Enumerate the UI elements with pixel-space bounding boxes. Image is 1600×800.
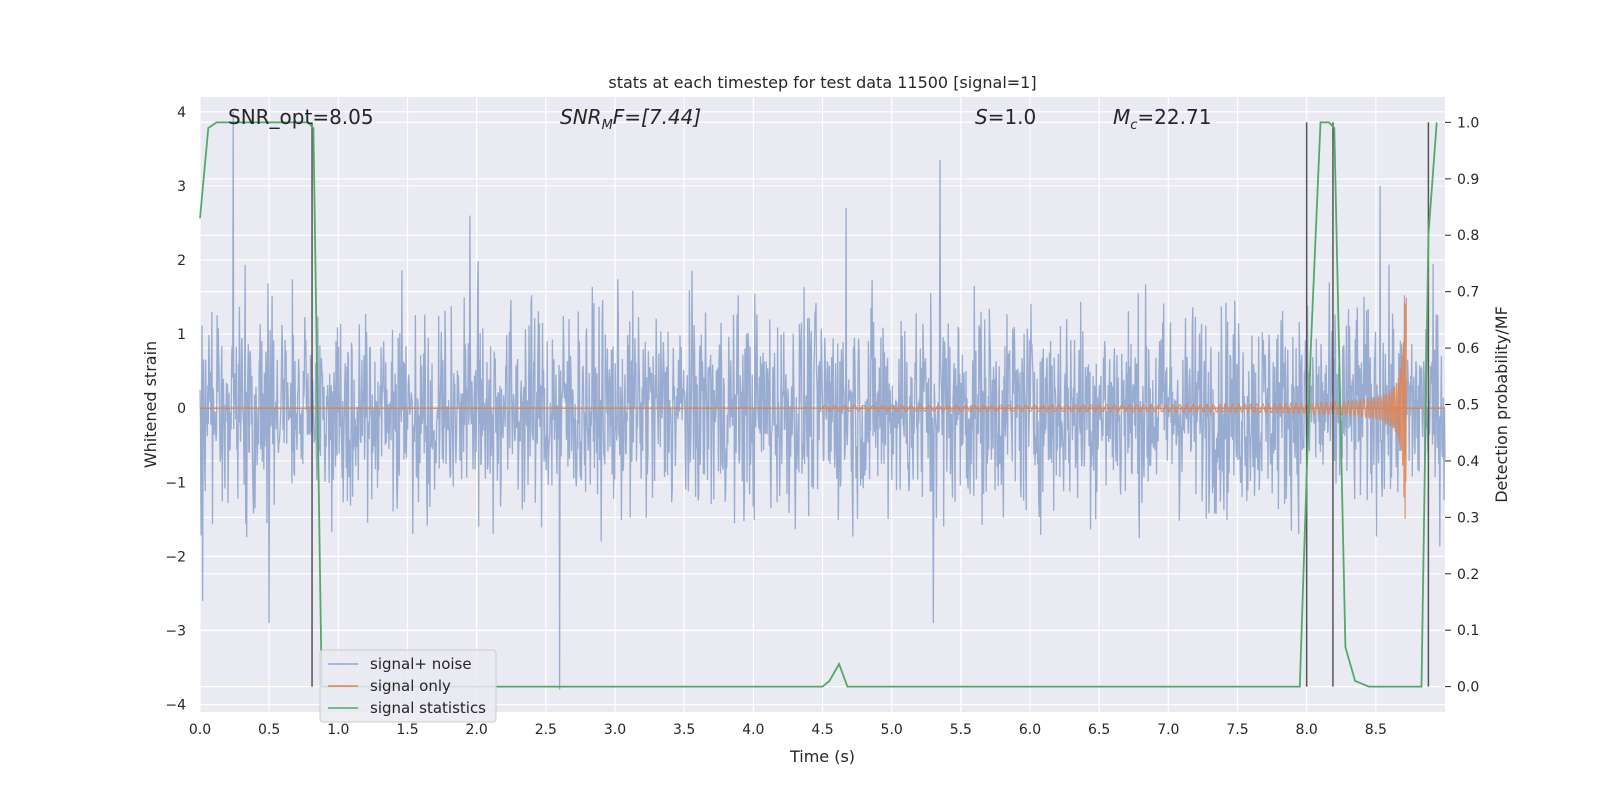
annotation-snr-opt: SNR_opt=8.05 bbox=[228, 105, 374, 129]
y2-tick-labels: 1.0 0.9 0.8 0.7 0.6 0.5 0.4 0.3 0.2 0.1 0.0 bbox=[1445, 115, 1479, 696]
annotation-s-main: S bbox=[975, 105, 988, 129]
statistics-line bbox=[199, 121, 1438, 688]
x-tick-label: 4.0 bbox=[742, 722, 764, 738]
y-tick-label: −3 bbox=[165, 623, 186, 639]
x-tick-label: 4.5 bbox=[811, 722, 833, 738]
vertical-marker-lines bbox=[311, 122, 1430, 687]
y-tick-labels: 4 3 2 1 0 −1 −2 −3 −4 bbox=[165, 105, 186, 714]
y2-tick-label: 0.8 bbox=[1457, 228, 1479, 244]
annotation-snr-mf-rest: F=[7.44] bbox=[613, 105, 701, 129]
x-tick-label: 8.0 bbox=[1296, 722, 1318, 738]
y2-tick-label: 0.7 bbox=[1457, 285, 1479, 301]
x-tick-label: 7.5 bbox=[1226, 722, 1248, 738]
annotation-mc-main: M bbox=[1113, 105, 1130, 129]
annotation-mc-rest: =22.71 bbox=[1137, 105, 1211, 129]
legend-box bbox=[319, 649, 497, 723]
y-axis-label: Whitened strain bbox=[141, 341, 160, 468]
x-tick-label: 6.5 bbox=[1088, 722, 1110, 738]
x-tick-label: 6.0 bbox=[1019, 722, 1041, 738]
legend-label-signal-only: signal only bbox=[370, 677, 451, 695]
annotation-s-rest: =1.0 bbox=[988, 105, 1037, 129]
x-tick-label: 0.0 bbox=[189, 722, 211, 738]
y2-tick-label: 0.0 bbox=[1457, 680, 1479, 696]
y-tick-label: −1 bbox=[165, 475, 186, 491]
x-tick-label: 0.5 bbox=[258, 722, 280, 738]
annotation-snr-mf-sub: M bbox=[602, 118, 613, 133]
annotation-snr-mf-main: SNR bbox=[560, 105, 602, 129]
x-tick-labels: 0.0 0.5 1.0 1.5 2.0 2.5 3.0 3.5 4.0 4.5 5.0 5.5 6.0 6… bbox=[189, 722, 1387, 738]
y2-tick-label: 0.3 bbox=[1457, 510, 1479, 526]
x-tick-label: 3.0 bbox=[604, 722, 626, 738]
legend-label-signal-statistics: signal statistics bbox=[370, 699, 486, 717]
series-signal-statistics bbox=[199, 121, 1438, 688]
legend: signal+ noise signal only signal statist… bbox=[319, 649, 497, 723]
y-tick-label: 3 bbox=[177, 179, 186, 195]
y2-tick-label: 1.0 bbox=[1457, 115, 1479, 131]
y2-tick-label: 0.4 bbox=[1457, 454, 1479, 470]
y2-tick-label: 0.9 bbox=[1457, 172, 1479, 188]
y-tick-label: −2 bbox=[165, 549, 186, 565]
y2-tick-label: 0.5 bbox=[1457, 398, 1479, 414]
y2-axis-label: Detection probability/MF bbox=[1492, 306, 1511, 503]
x-tick-label: 3.5 bbox=[673, 722, 695, 738]
y2-tick-label: 0.1 bbox=[1457, 623, 1479, 639]
y-tick-label: 1 bbox=[177, 327, 186, 343]
annotation-s: S=1.0 bbox=[975, 105, 1036, 129]
x-tick-label: 1.0 bbox=[327, 722, 349, 738]
y2-tick-label: 0.2 bbox=[1457, 567, 1479, 583]
legend-label-signal-plus-noise: signal+ noise bbox=[370, 655, 472, 673]
y2-tick-label: 0.6 bbox=[1457, 341, 1479, 357]
y-tick-label: −4 bbox=[165, 698, 186, 714]
annotation-mc: Mc=22.71 bbox=[1113, 105, 1211, 133]
x-tick-label: 5.0 bbox=[881, 722, 903, 738]
y-tick-label: 4 bbox=[177, 105, 186, 121]
x-tick-label: 8.5 bbox=[1365, 722, 1387, 738]
annotation-mc-sub: c bbox=[1130, 118, 1137, 133]
x-tick-label: 2.0 bbox=[466, 722, 488, 738]
x-tick-label: 5.5 bbox=[950, 722, 972, 738]
x-tick-label: 1.5 bbox=[396, 722, 418, 738]
x-tick-label: 2.5 bbox=[535, 722, 557, 738]
x-tick-label: 7.0 bbox=[1157, 722, 1179, 738]
y-tick-label: 2 bbox=[177, 253, 186, 269]
annotation-snr-mf: SNRMF=[7.44] bbox=[560, 105, 701, 133]
x-axis-label: Time (s) bbox=[789, 747, 855, 766]
y-tick-label: 0 bbox=[177, 401, 186, 417]
chart-title: stats at each timestep for test data 115… bbox=[608, 73, 1036, 92]
